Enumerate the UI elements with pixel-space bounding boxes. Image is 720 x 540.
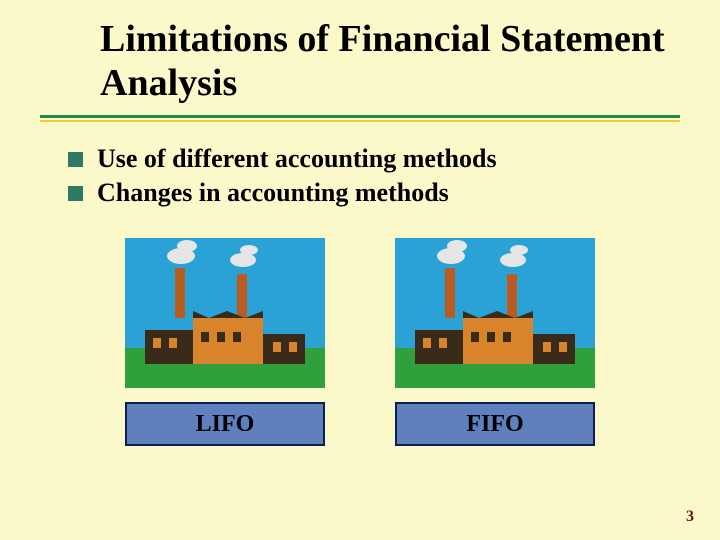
divider-bottom [40, 120, 680, 122]
factory-icon [125, 238, 325, 388]
label-box-fifo: FIFO [395, 402, 595, 446]
factory-icon [395, 238, 595, 388]
images-row [40, 238, 680, 388]
label-text: FIFO [466, 411, 523, 438]
labels-row: LIFO FIFO [40, 402, 680, 446]
slide-number: 3 [686, 508, 694, 526]
factory-graphic-left [125, 238, 325, 388]
label-box-lifo: LIFO [125, 402, 325, 446]
label-text: LIFO [196, 411, 255, 438]
bullet-text: Changes in accounting methods [97, 178, 449, 208]
factory-graphic-right [395, 238, 595, 388]
slide-title: Limitations of Financial Statement Analy… [100, 18, 680, 105]
divider-top [40, 115, 680, 118]
square-bullet-icon [68, 186, 83, 201]
bullet-text: Use of different accounting methods [97, 144, 497, 174]
bullet-item: Changes in accounting methods [68, 178, 680, 208]
bullet-item: Use of different accounting methods [68, 144, 680, 174]
square-bullet-icon [68, 152, 83, 167]
bullet-list: Use of different accounting methods Chan… [68, 144, 680, 208]
slide: Limitations of Financial Statement Analy… [0, 0, 720, 540]
